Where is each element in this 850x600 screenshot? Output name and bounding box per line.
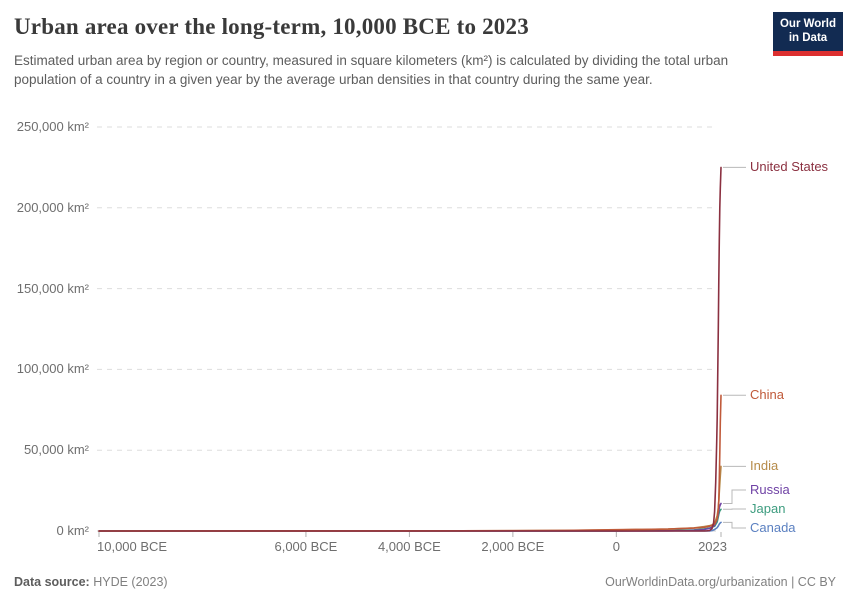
series-line-india[interactable] — [98, 465, 722, 532]
series-label-china[interactable]: China — [750, 387, 784, 403]
x-axis-label: 6,000 BCE — [274, 539, 338, 554]
series-label-japan[interactable]: Japan — [750, 501, 786, 516]
y-axis-label: 50,000 km² — [23, 442, 89, 458]
series-label-russia[interactable]: Russia — [750, 482, 790, 497]
x-axis-label: 2023 — [698, 539, 727, 554]
x-axis-label: 0 — [612, 539, 620, 554]
series-label-canada[interactable]: Canada — [750, 520, 796, 535]
data-source-label: Data source: — [14, 575, 90, 589]
series-label-united-states[interactable]: United States — [750, 159, 829, 175]
credit-link[interactable]: OurWorldinData.org/urbanization | CC BY — [605, 575, 836, 589]
page-title: Urban area over the long-term, 10,000 BC… — [14, 14, 529, 39]
series-line-russia[interactable] — [98, 502, 722, 532]
owid-logo-line2: in Data — [788, 31, 828, 44]
y-axis-label: 250,000 km² — [16, 119, 89, 134]
series-line-united-states[interactable] — [98, 166, 722, 532]
label-connector-canada — [723, 521, 746, 529]
series-line-china[interactable] — [98, 394, 722, 532]
label-connector-russia — [723, 489, 746, 504]
series-line-japan[interactable] — [98, 508, 722, 532]
x-axis-label: 2,000 BCE — [481, 539, 545, 554]
y-axis-label: 0 km² — [56, 523, 90, 538]
owid-logo[interactable]: Our World in Data — [773, 12, 843, 56]
series-label-india[interactable]: India — [750, 458, 779, 474]
y-axis-label: 200,000 km² — [16, 199, 89, 215]
data-source: Data source: HYDE (2023) — [14, 575, 168, 589]
x-axis-label: 4,000 BCE — [377, 539, 441, 554]
chart-subtitle: Estimated urban area by region or countr… — [14, 53, 729, 88]
y-axis-label: 150,000 km² — [16, 280, 89, 296]
data-source-value: HYDE (2023) — [93, 575, 168, 589]
y-axis-label: 100,000 km² — [16, 361, 89, 377]
owid-logo-line1: Our World — [779, 17, 836, 30]
x-axis-label: 10,000 BCE — [97, 539, 168, 554]
